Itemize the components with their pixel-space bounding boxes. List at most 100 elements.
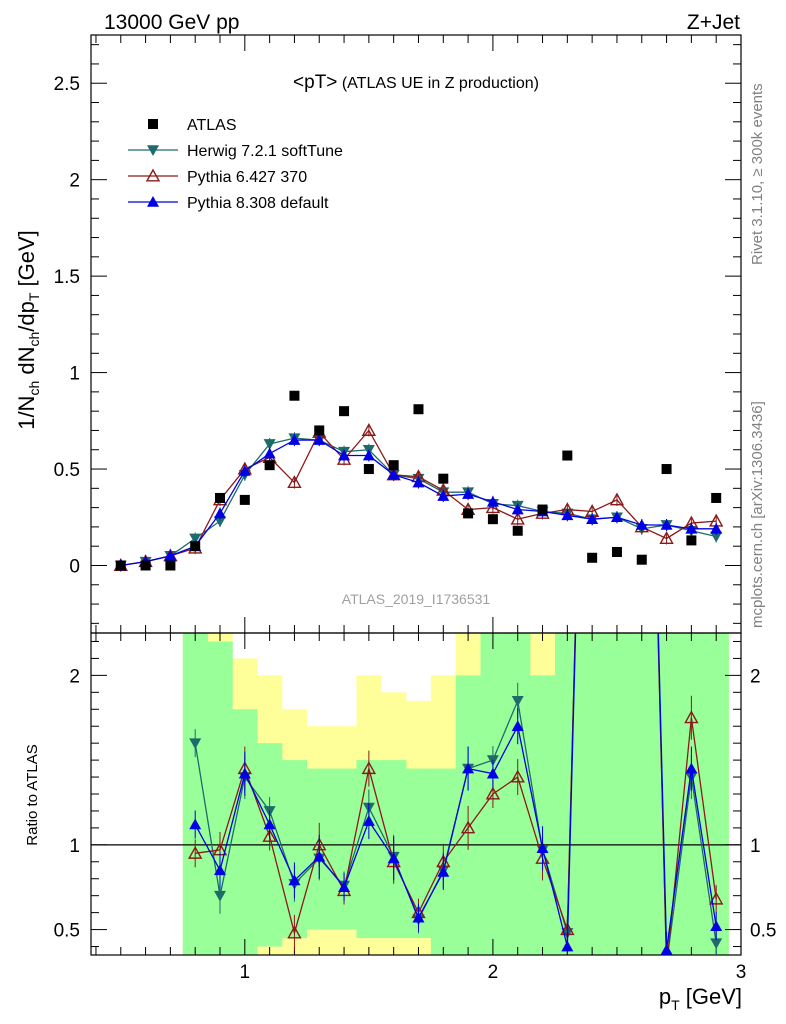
point-atlas	[140, 560, 151, 571]
y-tick-label: 0	[69, 556, 80, 577]
ratio-point-pythia-8-308-default	[238, 767, 251, 779]
ratio-point-pythia-8-308-default	[412, 911, 425, 923]
ratio-point-pythia-8-308-default	[313, 850, 326, 862]
ratio-y-tick-label: 1	[69, 836, 80, 857]
ratio-point-pythia-8-308-default	[387, 852, 400, 864]
ratio-y-tick-label-right: 0.5	[750, 921, 776, 942]
point-pythia-8-308-default	[586, 513, 599, 524]
ratio-point-herwig-7-2-1-softtune	[214, 890, 227, 902]
ratio-point-pythia-8-308-default	[486, 767, 499, 779]
point-atlas	[363, 464, 374, 475]
point-atlas	[413, 404, 424, 415]
x-tick-label: 3	[736, 962, 747, 983]
point-atlas	[314, 425, 325, 436]
ratio-point-pythia-6-427-370	[709, 891, 724, 905]
point-pythia-6-427-370	[609, 492, 625, 506]
ratio-point-herwig-7-2-1-softtune	[189, 738, 202, 750]
series-line-pythia-8-308-default	[120, 439, 717, 567]
point-atlas	[289, 390, 300, 401]
plot-title-sub: (ATLAS UE in Z production)	[337, 75, 539, 92]
ratio-point-pythia-8-308-default	[263, 818, 276, 830]
ratio-y-tick-label: 2	[69, 666, 80, 687]
point-pythia-6-427-370	[287, 475, 302, 489]
point-pythia-8-308-default	[511, 503, 524, 515]
point-pythia-8-308-default	[660, 518, 673, 530]
legend-label-atlas: ATLAS	[187, 117, 237, 134]
ratio-point-pythia-8-308-default	[660, 943, 673, 955]
point-pythia-8-308-default	[313, 434, 326, 445]
band-green-segment	[356, 760, 382, 939]
point-atlas	[215, 492, 226, 503]
point-atlas	[339, 406, 350, 417]
band-green-segment	[207, 641, 233, 955]
x-axis-label: pT [GeV]	[659, 984, 742, 1013]
ratio-point-pythia-8-308-default	[214, 864, 227, 876]
ratio-point-pythia-6-427-370	[510, 769, 525, 783]
point-pythia-8-308-default	[685, 522, 698, 534]
legend-marker-pythia-6-427-370	[145, 168, 161, 182]
point-atlas	[463, 508, 474, 519]
point-pythia-8-308-default	[214, 507, 227, 519]
ratio-line-pythia-8-308-default	[194, 633, 717, 951]
point-pythia-8-308-default	[561, 509, 574, 521]
point-atlas	[239, 494, 250, 505]
point-atlas	[587, 552, 598, 563]
x-tick-label: 2	[488, 962, 499, 983]
ratio-point-pythia-8-308-default	[189, 818, 202, 830]
x-tick-label: 1	[240, 962, 251, 983]
ratio-point-pythia-8-308-default	[511, 720, 524, 732]
point-atlas	[562, 450, 573, 461]
point-pythia-8-308-default	[238, 464, 251, 476]
ratio-point-pythia-8-308-default	[685, 762, 698, 774]
point-herwig-7-2-1-softtune	[263, 439, 276, 450]
point-atlas	[711, 492, 722, 503]
point-atlas	[686, 535, 697, 546]
ratio-point-herwig-7-2-1-softtune	[511, 695, 524, 707]
point-atlas	[487, 514, 498, 525]
analysis-id: ATLAS_2019_I1736531	[342, 591, 491, 607]
y-tick-label: 0.5	[54, 460, 80, 481]
band-green-segment	[530, 675, 556, 955]
ratio-point-pythia-6-427-370	[684, 710, 699, 724]
point-atlas	[264, 460, 275, 471]
ratio-point-pythia-8-308-default	[462, 762, 475, 774]
ratio-point-pythia-6-427-370	[485, 786, 501, 800]
y-tick-label: 1.5	[54, 267, 80, 288]
point-herwig-7-2-1-softtune	[214, 516, 227, 528]
ratio-line-pythia-6-427-370	[195, 633, 717, 955]
ratio-point-herwig-7-2-1-softtune	[710, 938, 723, 950]
ratio-y-tick-label-right: 2	[750, 666, 761, 687]
header-right: Z+Jet	[687, 11, 740, 34]
point-herwig-7-2-1-softtune	[189, 533, 202, 545]
point-pythia-8-308-default	[412, 476, 425, 488]
ratio-uncertainty-bands	[91, 633, 741, 955]
ratio-point-pythia-6-427-370	[262, 828, 277, 842]
ratio-point-pythia-6-427-370	[287, 925, 302, 939]
series-line-herwig-7-2-1-softtune	[120, 437, 717, 567]
point-atlas	[512, 525, 523, 536]
plot-title: <pT> (ATLAS UE in Z production)	[293, 72, 539, 93]
point-pythia-8-308-default	[387, 468, 400, 480]
ratio-point-herwig-7-2-1-softtune	[661, 959, 673, 970]
header-left: 13000 GeV pp	[104, 11, 239, 34]
point-pythia-6-427-370	[361, 423, 377, 436]
point-pythia-8-308-default	[486, 495, 499, 507]
point-pythia-6-427-370	[485, 500, 501, 514]
plot-title-main: <pT>	[293, 72, 337, 93]
ratio-point-pythia-8-308-default	[536, 842, 549, 854]
band-green-segment	[579, 633, 605, 955]
point-atlas	[438, 473, 449, 484]
ratio-panel-data	[188, 633, 724, 972]
axis-ticks: 1 2 3 0 0.5 1 1.5 2 2.5 0.5 0.5 1 1 2 2	[54, 35, 776, 983]
point-pythia-8-308-default	[164, 549, 177, 561]
ratio-point-pythia-6-427-370	[661, 961, 673, 972]
band-green-segment	[604, 633, 630, 955]
point-pythia-8-308-default	[710, 522, 723, 534]
top-panel-data	[113, 390, 724, 572]
ratio-point-pythia-8-308-default	[288, 874, 301, 886]
point-atlas	[636, 554, 647, 565]
y-tick-label: 2.5	[54, 74, 80, 95]
band-green-segment	[282, 760, 308, 939]
ratio-y-tick-label-right: 1	[750, 836, 761, 857]
